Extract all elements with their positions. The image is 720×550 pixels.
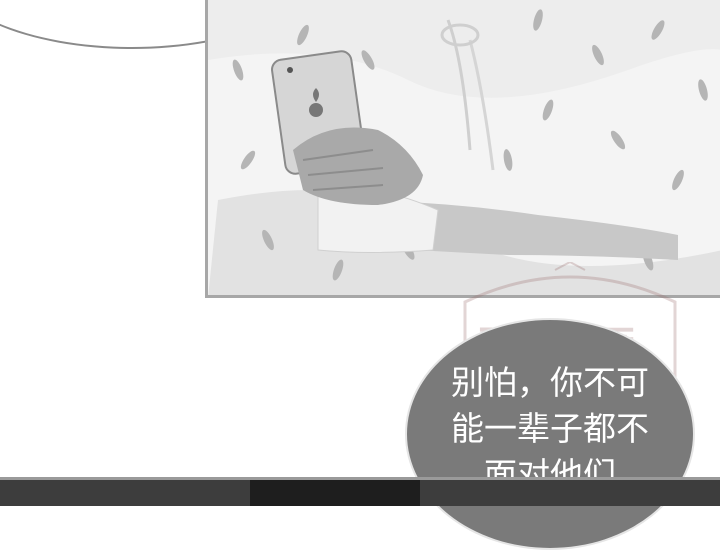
- comic-panel-top: [205, 0, 720, 298]
- speech-line: 能一辈子都不: [451, 409, 649, 448]
- blouse-illustration: [208, 0, 720, 295]
- speech-line: 别怕，你不可: [451, 363, 649, 402]
- comic-panel-bottom: [0, 477, 720, 506]
- panel-shadow: [250, 480, 420, 506]
- speech-bubble-text: 别怕，你不可 能一辈子都不 面对他们: [430, 360, 670, 498]
